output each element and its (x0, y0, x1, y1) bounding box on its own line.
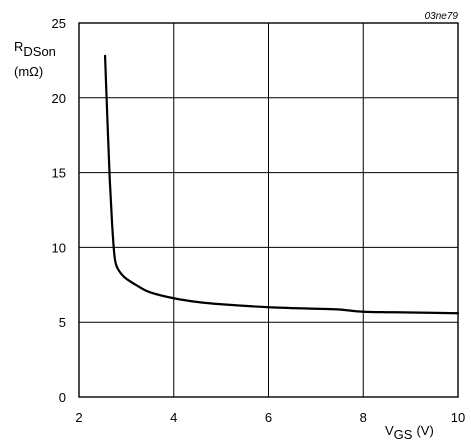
y-tick-labels: 0 5 10 15 20 25 (52, 16, 66, 405)
x-axis-label-sub: GS (394, 427, 413, 441)
y-axis-label: RDSon (14, 39, 56, 59)
plot-frame (78, 22, 459, 398)
figure-ref: 03ne79 (425, 11, 459, 22)
x-axis-label: VGS (V) (385, 423, 434, 441)
x-tick-label: 6 (265, 410, 272, 425)
x-axis-label-main: V (385, 423, 394, 438)
y-tick-label: 25 (52, 16, 66, 31)
x-tick-label: 8 (360, 410, 367, 425)
y-tick-label: 10 (52, 240, 66, 255)
x-axis-label-unit: (V) (416, 423, 433, 438)
y-axis-label-main: R (14, 39, 23, 54)
x-tick-label: 10 (451, 410, 465, 425)
x-tick-label: 4 (170, 410, 177, 425)
y-tick-label: 20 (52, 91, 66, 106)
y-tick-label: 15 (52, 166, 66, 181)
x-tick-labels: 2 4 6 8 10 (75, 410, 465, 425)
y-axis-label-sub: DSon (23, 44, 56, 59)
x-tick-label: 2 (75, 410, 82, 425)
y-tick-label: 5 (59, 315, 66, 330)
series-line (103, 54, 460, 315)
y-axis-unit: (mΩ) (14, 64, 43, 79)
y-tick-label: 0 (59, 390, 66, 405)
grid (79, 23, 458, 397)
